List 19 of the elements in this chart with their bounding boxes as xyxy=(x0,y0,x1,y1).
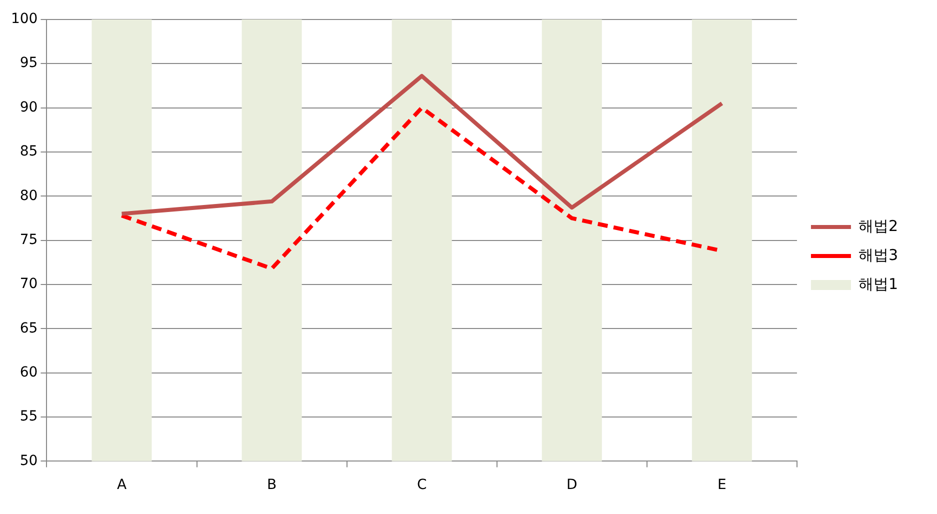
y-tick-label: 90 xyxy=(20,99,38,116)
y-tick-label: 50 xyxy=(20,452,38,469)
y-tick-label: 60 xyxy=(20,364,38,380)
x-tick-label: E xyxy=(718,477,726,494)
y-tick-label: 65 xyxy=(20,320,38,336)
y-tick-label: 95 xyxy=(20,55,38,72)
x-tick-label: C xyxy=(416,477,427,494)
y-tick-label: 100 xyxy=(10,11,38,28)
y-tick-label: 70 xyxy=(20,276,38,292)
legend-label: 해법1 xyxy=(858,274,898,293)
y-tick-label: 55 xyxy=(20,408,38,425)
legend-label: 해법2 xyxy=(858,216,898,235)
y-tick-label: 75 xyxy=(20,232,38,248)
x-tick-label: B xyxy=(266,477,277,494)
y-tick-label: 80 xyxy=(20,188,38,204)
y-tick-label: 85 xyxy=(20,144,38,160)
x-tick-label: A xyxy=(116,477,127,494)
x-tick-label: D xyxy=(566,477,578,494)
legend-label: 해법3 xyxy=(858,246,898,264)
